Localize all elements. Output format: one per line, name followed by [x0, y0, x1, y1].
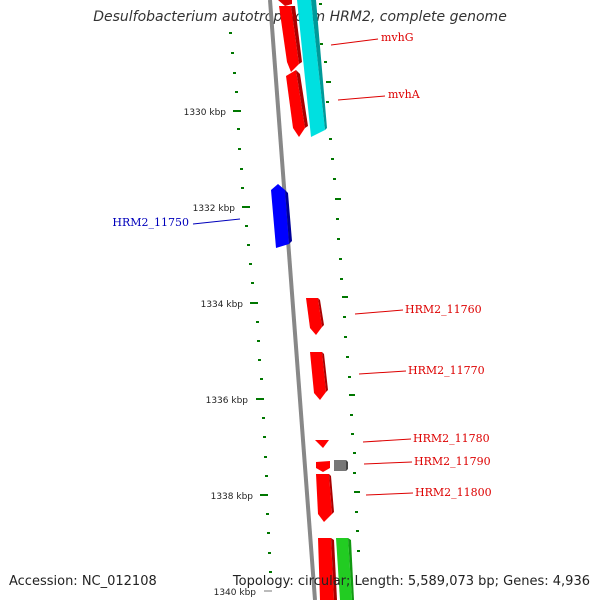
gene-HRM2_11760[interactable]: [306, 298, 324, 335]
ruler-label: 1332 kbp: [193, 204, 236, 214]
gene-bottom-green: [336, 538, 354, 600]
gray-feature: [334, 460, 348, 471]
summary-text: Topology: circular; Length: 5,589,073 bp…: [232, 574, 590, 589]
major-ticks: [233, 110, 272, 592]
gene-label-HRM2_11790[interactable]: HRM2_11790: [414, 455, 491, 468]
gene-label-HRM2_11780[interactable]: HRM2_11780: [413, 432, 490, 445]
gene-label-mvhG[interactable]: mvhG: [381, 31, 414, 44]
gene-HRM2_11790[interactable]: [316, 461, 330, 472]
ruler-label: 1338 kbp: [211, 492, 254, 502]
ruler-labels: 1330 kbp 1332 kbp 1334 kbp 1336 kbp 1338…: [184, 108, 257, 598]
gene-HRM2_11800[interactable]: [316, 474, 334, 522]
ruler-label: 1330 kbp: [184, 108, 227, 118]
gene-label-HRM2_11760[interactable]: HRM2_11760: [405, 303, 482, 316]
gene-HRM2_11770[interactable]: [310, 352, 328, 400]
gene-HRM2_11780[interactable]: [315, 440, 329, 448]
gene-HRM2_11750[interactable]: [271, 184, 292, 248]
label-leaders: [192, 38, 414, 496]
gene-label-HRM2_11800[interactable]: HRM2_11800: [415, 486, 492, 499]
gene-bottom-red: [318, 538, 337, 600]
outer-tick-track: [319, 3, 360, 552]
gene-label-HRM2_11750[interactable]: HRM2_11750: [112, 216, 189, 229]
gene-label-HRM2_11770[interactable]: HRM2_11770: [408, 364, 485, 377]
genome-backbone: [268, 0, 317, 600]
gene-top-fragment: [278, 0, 292, 6]
gene-labels: mvhG mvhA HRM2_11750 HRM2_11760 HRM2_117…: [112, 31, 491, 499]
gene-label-mvhA[interactable]: mvhA: [388, 88, 421, 101]
ruler-label: 1340 kbp: [214, 588, 257, 598]
cyan-feature: [297, 0, 327, 137]
gene-mvhA[interactable]: [286, 70, 308, 137]
ruler-label: 1336 kbp: [206, 396, 249, 406]
accession-text: Accession: NC_012108: [9, 574, 157, 589]
inner-tick-track: [229, 32, 272, 573]
gene-mvhG[interactable]: [279, 6, 302, 72]
ruler-label: 1334 kbp: [201, 300, 244, 310]
